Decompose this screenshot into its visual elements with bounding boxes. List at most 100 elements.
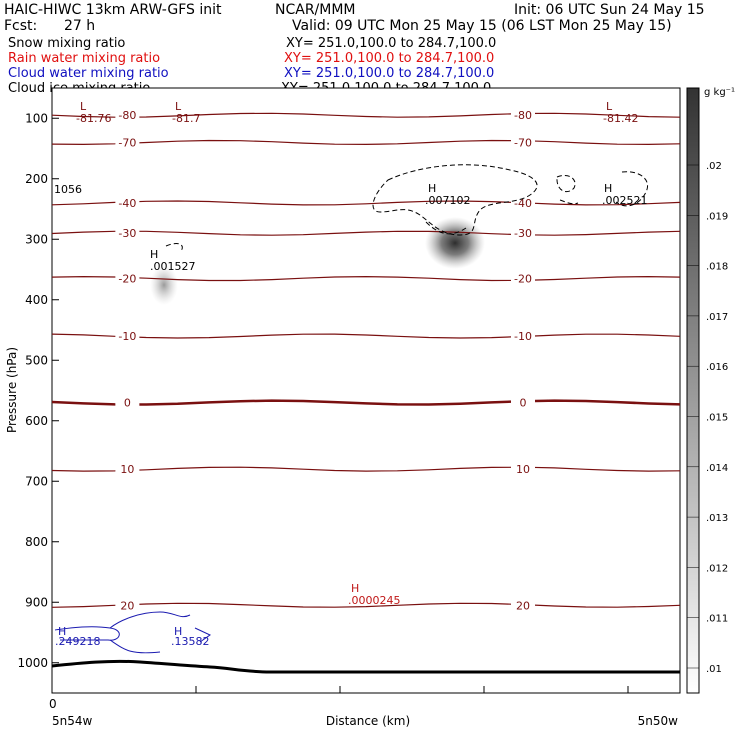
- x-tick-label-0: 0: [49, 697, 57, 711]
- isotherm-label-bg: [115, 136, 140, 149]
- colorbar-level-label: .012: [706, 563, 728, 574]
- field-snow-xy: XY= 251.0,100.0 to 284.7,100.0: [286, 36, 496, 51]
- snow-contour-left: [165, 243, 183, 253]
- isotherm-label: -20: [514, 273, 532, 286]
- colorbar-level-label: .016: [706, 362, 728, 373]
- cloud-ice-maximum: [425, 217, 485, 269]
- isotherm-line: [51, 200, 681, 206]
- isotherm-label-bg: [511, 136, 535, 149]
- y-axis: 100 200 300 400 500 600 700 800 900 1000: [17, 111, 59, 670]
- snow-contours: [165, 164, 648, 253]
- y-axis-title: Pressure (hPa): [5, 347, 19, 433]
- field-snow-name: Snow mixing ratio: [8, 36, 125, 51]
- colorbar: [686, 87, 700, 694]
- isotherm-label-bg: [511, 599, 535, 612]
- isotherm-label-bg: [115, 196, 140, 209]
- colorbar-labels: .01 .011 .012 .013 .014 .015 .016 .017 .018 .019.…: [687, 161, 728, 675]
- colorbar-level-label: .01: [706, 664, 722, 675]
- isotherm-label-bg: [115, 227, 140, 240]
- colorbar-unit: g kg⁻¹: [704, 87, 735, 98]
- extremum-value-l2: -81.7: [172, 112, 200, 125]
- y-tick-label: 800: [25, 535, 48, 549]
- snow-contour-fragment: [559, 199, 579, 205]
- y-tick-label: 300: [25, 232, 48, 246]
- x-axis-title: Distance (km): [326, 714, 410, 728]
- colorbar-level-label: .015: [706, 413, 728, 424]
- extremum-type-h1: H: [150, 248, 158, 261]
- snow-contour-inner: [425, 221, 467, 235]
- extremum-type-h4: H: [351, 582, 359, 595]
- isotherm-label-bg: [115, 396, 140, 409]
- isotherm-label: -40: [514, 197, 532, 210]
- isotherm-label: 10: [120, 463, 134, 476]
- init-time: Init: 06 UTC Sun 24 May 15: [514, 2, 705, 18]
- isotherm-label: 0: [520, 397, 527, 410]
- x-left-label: 5n54w: [52, 714, 93, 728]
- y-tick-label: 900: [25, 595, 48, 609]
- isotherm-label-bg: [115, 330, 140, 343]
- colorbar-level-label: .013: [706, 513, 728, 524]
- isotherm-label: -40: [118, 197, 136, 210]
- isotherm-label: 0: [124, 397, 131, 410]
- colorbar-level-label: .014: [706, 463, 728, 474]
- cloud-ice-secondary: [150, 265, 178, 305]
- isotherm-label: -30: [514, 227, 532, 240]
- cloud-water-contour-right: [194, 627, 211, 643]
- model-title: HAIC-HIWC 13km ARW-GFS init: [4, 2, 222, 18]
- producer: NCAR/MMM: [275, 2, 356, 18]
- valid-time: Valid: 09 UTC Mon 25 May 15 (06 LST Mon …: [292, 18, 672, 34]
- extremum-type-h2: H: [428, 182, 436, 195]
- y-tick-label: 500: [25, 353, 48, 367]
- isotherm-label-bg: [115, 272, 140, 285]
- extremum-type-l2: L: [175, 100, 182, 113]
- isotherm-label-bg: [511, 330, 535, 343]
- temperature-contours: -80 -80 -70 -70 -40 -40 -30 -30 -20 -20 -10 -10 0 0 10…: [51, 109, 681, 612]
- cloud-water-contour-lower: [109, 639, 161, 654]
- isotherm-label-bg: [511, 109, 535, 122]
- x-right-label: 5n50w: [638, 714, 679, 728]
- extremum-value-h6: .13582: [171, 635, 210, 648]
- cloud-water-contour-upper: [109, 611, 191, 629]
- isotherm-label: -10: [118, 330, 136, 343]
- colorbar-level-label: .018: [706, 262, 728, 273]
- extremum-value-l3: -81.42: [603, 112, 638, 125]
- y-tick-label: 700: [25, 474, 48, 488]
- isotherm-label: -70: [118, 136, 136, 149]
- extremum-type-h6: H: [174, 625, 182, 638]
- y-tick-label: 200: [25, 172, 48, 186]
- isotherm-label: -10: [514, 330, 532, 343]
- snow-contour-right: [615, 171, 648, 207]
- isotherm-line: [51, 275, 681, 282]
- extremum-type-l3: L: [606, 100, 613, 113]
- isotherm-label-bg: [511, 272, 535, 285]
- fcst-value: 27 h: [64, 18, 95, 34]
- isotherm-label-bg: [115, 599, 140, 612]
- plot-frame: [51, 87, 681, 694]
- isotherm-line: [51, 399, 681, 406]
- isotherm-label: 20: [120, 599, 134, 612]
- isotherm-label: -70: [514, 136, 532, 149]
- colorbar-level-label: .02: [706, 161, 722, 172]
- extrema-labels: L -81.76 L -81.7 L -81.42 H .001527 H .0…: [54, 100, 648, 648]
- isotherm-label: -30: [118, 227, 136, 240]
- isotherm-label-bg: [511, 227, 535, 240]
- x-axis: 0 5n54w Distance (km) 5n50w: [49, 686, 678, 728]
- extremum-value-h2: .007102: [425, 194, 471, 207]
- isotherm-line: [51, 602, 681, 608]
- colorbar-level-label: .017: [706, 312, 728, 323]
- extremum-type-l1: L: [80, 100, 87, 113]
- extremum-type-h3: H: [604, 182, 612, 195]
- cloud-water-contours: [54, 611, 211, 654]
- y-tick-label: 1000: [17, 656, 48, 670]
- isotherm-label-bg: [511, 396, 535, 409]
- terrain-line: [51, 659, 680, 674]
- field-rain-name: Rain water mixing ratio: [8, 51, 160, 66]
- isotherm-label-bg: [115, 463, 140, 476]
- colorbar-level-label: .019: [706, 211, 728, 222]
- isotherm-label: -80: [514, 109, 532, 122]
- snow-contour-main: [372, 164, 538, 236]
- extremum-value-l1: -81.76: [76, 112, 111, 125]
- snow-contour-small: [556, 174, 576, 193]
- isotherm-label: 20: [516, 599, 530, 612]
